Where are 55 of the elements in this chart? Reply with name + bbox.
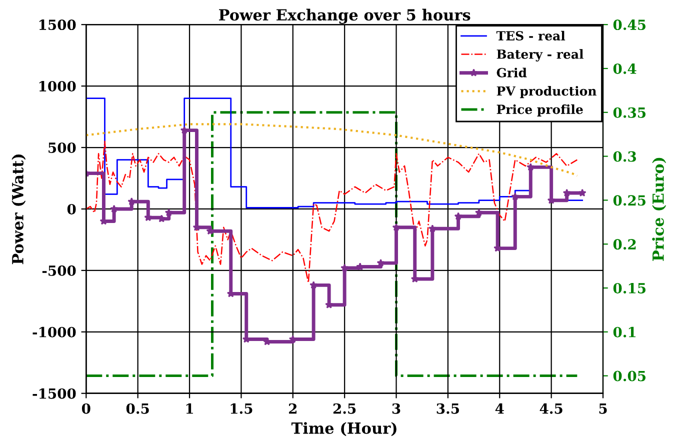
point bbox=[158, 214, 166, 222]
y2-axis-title: Price (Euro) bbox=[652, 158, 666, 261]
point bbox=[526, 163, 535, 171]
point bbox=[288, 335, 297, 343]
legend-label: TES - real bbox=[496, 30, 566, 41]
line-series bbox=[86, 140, 578, 284]
y2-tick-label: 0.35 bbox=[613, 107, 646, 118]
point bbox=[164, 208, 173, 216]
x-tick-label: 0 bbox=[82, 403, 90, 414]
line-series bbox=[86, 123, 578, 177]
y-tick-label: 0 bbox=[67, 204, 76, 214]
point bbox=[428, 224, 436, 232]
point bbox=[392, 223, 400, 231]
y-tick-label: -1000 bbox=[32, 326, 76, 338]
point bbox=[340, 264, 349, 272]
point bbox=[578, 188, 586, 196]
y-tick-label: 1000 bbox=[39, 81, 76, 92]
point bbox=[310, 281, 318, 289]
legend-label: Price profile bbox=[496, 104, 583, 116]
y2-tick-label: 0.4 bbox=[613, 63, 636, 74]
legend-label: PV production bbox=[496, 86, 596, 98]
point bbox=[180, 126, 188, 134]
x-tick-label: 4 bbox=[495, 403, 504, 414]
y-axis-title: Power (Watt) bbox=[12, 154, 26, 264]
x-axis-title: Time (Hour) bbox=[291, 422, 396, 436]
x-tick-label: 2.5 bbox=[333, 403, 356, 414]
y2-tick-label: 0.25 bbox=[613, 195, 646, 206]
x-tick-label: 5 bbox=[599, 404, 607, 414]
point bbox=[511, 192, 520, 200]
x-tick-label: 1 bbox=[186, 403, 193, 414]
point bbox=[376, 258, 385, 267]
point bbox=[110, 204, 118, 212]
y-tick-label: 1500 bbox=[39, 20, 76, 30]
chart-title: Power Exchange over 5 hours bbox=[219, 8, 470, 24]
y2-tick-label: 0.45 bbox=[613, 20, 646, 30]
point bbox=[454, 212, 462, 220]
y2-tick-label: 0.2 bbox=[613, 239, 636, 250]
point bbox=[128, 197, 136, 206]
point bbox=[474, 208, 483, 216]
y-tick-label: -1500 bbox=[32, 388, 76, 399]
legend-label: Grid bbox=[496, 68, 527, 78]
x-tick-label: 0.5 bbox=[126, 403, 149, 414]
y2-tick-label: 0.15 bbox=[613, 282, 646, 294]
legend-label: Batery - real bbox=[496, 49, 584, 62]
y2-tick-label: 0.05 bbox=[613, 370, 646, 382]
x-tick-label: 3.5 bbox=[436, 403, 459, 414]
y2-tick-label: 0.1 bbox=[613, 326, 636, 338]
x-tick-label: 3 bbox=[392, 403, 400, 414]
y2-tick-label: 0.3 bbox=[613, 151, 636, 162]
x-tick-label: 1.5 bbox=[230, 403, 252, 414]
point bbox=[562, 188, 571, 196]
x-tick-label: 2 bbox=[288, 403, 296, 414]
x-tick-label: 4.5 bbox=[540, 403, 562, 414]
y-tick-label: -500 bbox=[42, 265, 76, 276]
y-tick-label: 500 bbox=[48, 142, 76, 153]
